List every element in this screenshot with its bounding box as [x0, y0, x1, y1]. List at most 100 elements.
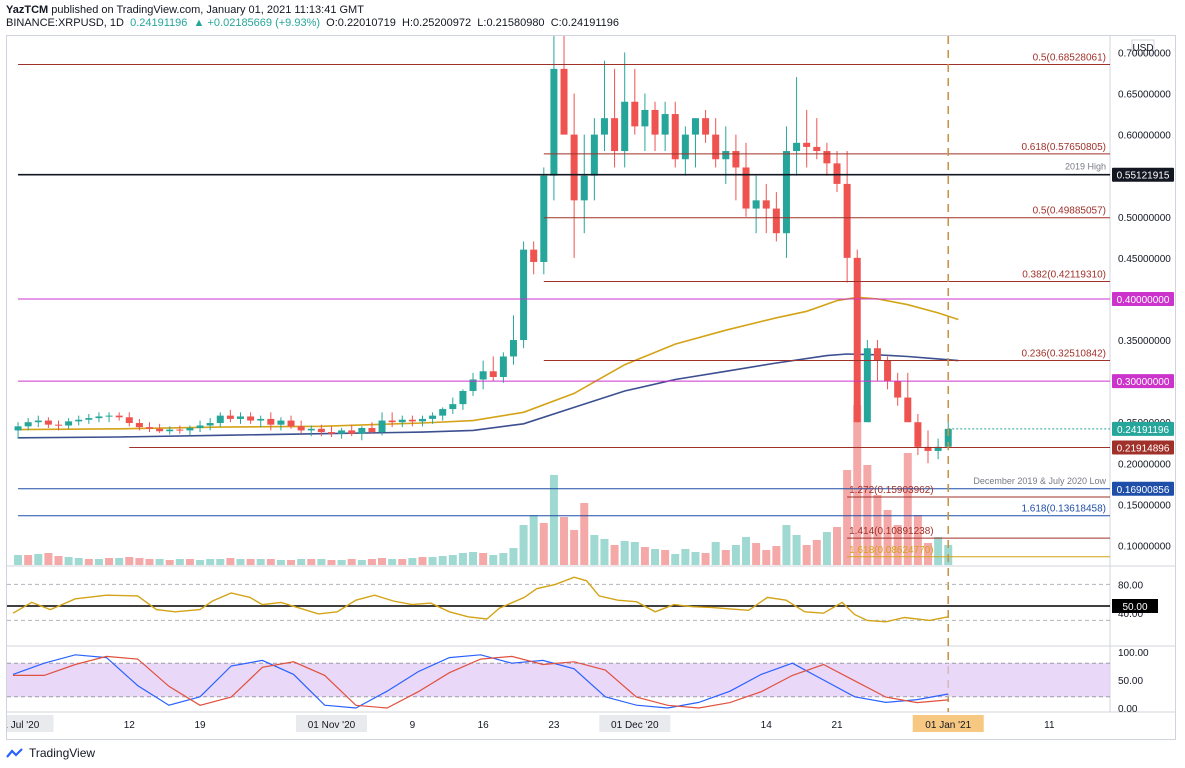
stoch-k-line [12, 654, 949, 709]
candle-body [600, 118, 608, 135]
candle [530, 241, 538, 275]
candle [257, 415, 265, 428]
candle-body [681, 134, 689, 160]
candle-body [772, 208, 780, 234]
chart-frame[interactable]: USD0.100000000.150000000.200000000.25000… [0, 0, 1176, 740]
price-tick-label: 0.65000000 [1118, 90, 1171, 101]
price-level: 0.5(0.68528061) [18, 53, 1110, 66]
time-tick-label: 12 [124, 720, 136, 731]
candle-body [509, 340, 517, 357]
volume-bar [74, 558, 83, 565]
candle [651, 101, 659, 152]
candle [600, 60, 608, 152]
time-tick: 23 [548, 720, 560, 731]
candle-body [782, 151, 790, 234]
publish-header: YazTCM published on TradingView.com, Jan… [6, 3, 364, 18]
volume-bar [600, 539, 609, 565]
candle-body [873, 348, 881, 361]
volume-bar [519, 525, 528, 565]
price-level: 0.236(0.32510842) [543, 348, 1110, 361]
candle [125, 412, 133, 427]
time-tick: 14 [761, 720, 773, 731]
rsi-line [12, 576, 949, 623]
high-value: H:0.25200972 [402, 17, 472, 29]
volume-bar [742, 537, 751, 565]
volume-bar [307, 559, 316, 565]
volume-bar [924, 543, 933, 565]
volume-bar [479, 553, 488, 565]
price-level-tag-text: 0.30000000 [1117, 377, 1170, 388]
candle [85, 413, 93, 424]
volume-bar [357, 560, 366, 565]
candle [934, 438, 942, 460]
candle-body [843, 183, 851, 258]
volume-bar [196, 560, 205, 565]
price-level-tag-text: 0.16900856 [1117, 485, 1170, 496]
volume-bar [408, 558, 417, 565]
volume-bar [691, 552, 700, 565]
time-tick-label: 01 Dec '20 [611, 720, 659, 731]
candle-body [924, 446, 932, 451]
stoch-d-line [13, 655, 949, 709]
candle-body [54, 424, 62, 426]
currency-label: USD [1132, 43, 1153, 54]
volume-bar [246, 559, 255, 565]
candle [590, 118, 598, 201]
chart-svg[interactable]: USD0.100000000.150000000.200000000.25000… [0, 0, 1175, 739]
time-tick: 9 [410, 720, 416, 731]
candle [691, 118, 699, 168]
candle-body [540, 175, 548, 262]
time-tick: 19 [194, 720, 206, 731]
candle-body [206, 423, 214, 426]
time-tick-box [0, 715, 54, 732]
candle-body [156, 428, 164, 432]
candle [429, 412, 437, 424]
candle-body [469, 379, 477, 391]
price-level: 0.5(0.49885057) [543, 206, 1110, 219]
candle [621, 52, 629, 168]
candle [54, 420, 62, 431]
candle-body [499, 356, 507, 378]
candle-body [449, 404, 457, 410]
candle-body [661, 114, 669, 135]
candle [317, 424, 325, 437]
candle [358, 426, 366, 441]
candle [641, 93, 649, 152]
candle [236, 412, 244, 424]
candle-body [863, 348, 871, 423]
volume-bar [903, 453, 912, 565]
volume-bar [165, 560, 174, 565]
footer: TradingView [6, 746, 95, 760]
time-tick: 01 Nov '20 [295, 715, 367, 732]
price-change: ▲ +0.02185669 (+9.93%) [193, 17, 321, 29]
candle [186, 425, 194, 436]
candle-body [398, 419, 406, 423]
candle [580, 134, 588, 234]
candle-body [530, 249, 538, 262]
candle-body [651, 109, 659, 135]
candle [439, 407, 447, 421]
candle [206, 418, 214, 431]
volume-bar [388, 559, 397, 565]
fib-level-label: 1.618(0.13618458) [1021, 504, 1106, 515]
price-level-tag-text: 0.55121915 [1117, 171, 1170, 182]
level-side-note: December 2019 & July 2020 Low [973, 476, 1106, 486]
current-price-tag [1112, 421, 1174, 436]
candle-body [105, 415, 113, 417]
volume-bar [893, 525, 902, 565]
fib-level-label: 0.382(0.42119310) [1022, 270, 1106, 281]
time-tick-box [599, 715, 671, 732]
volume-bar [701, 553, 710, 565]
time-tick: 01 Jul '20 [0, 715, 54, 732]
candle-body [631, 101, 639, 127]
rsi-tick-label: 40.00 [1118, 609, 1143, 620]
candle [914, 413, 922, 456]
candle-body [590, 134, 598, 176]
volume-bar [731, 545, 740, 565]
level-side-note: 2019 High [1065, 162, 1106, 172]
candle [843, 151, 851, 283]
price-level: 0.55121915 2019 High [18, 162, 1174, 182]
candle [752, 175, 760, 234]
candle-body [429, 415, 437, 419]
time-tick: 12 [124, 720, 136, 731]
